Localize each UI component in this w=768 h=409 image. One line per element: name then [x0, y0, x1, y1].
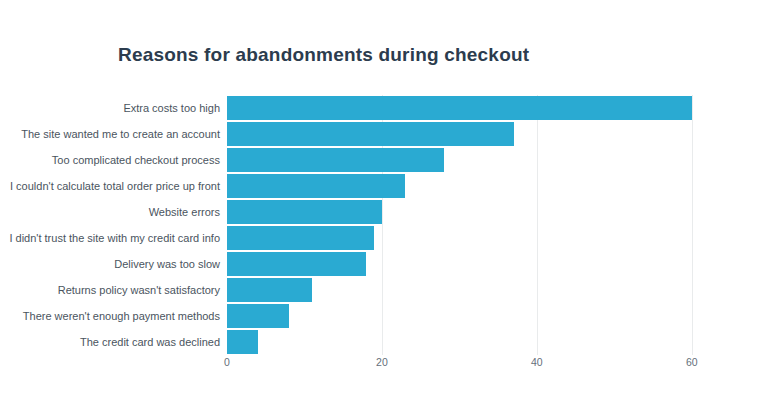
bar	[227, 304, 289, 328]
bar	[227, 330, 258, 354]
bar-track	[227, 174, 746, 198]
bar-row: The credit card was declined	[0, 330, 746, 354]
bar	[227, 174, 405, 198]
category-label: Extra costs too high	[0, 102, 227, 114]
bar-row: Delivery was too slow	[0, 252, 746, 276]
category-label: I didn't trust the site with my credit c…	[0, 232, 227, 244]
category-label: Returns policy wasn't satisfactory	[0, 284, 227, 296]
bar-row: Extra costs too high	[0, 96, 746, 120]
bar-track	[227, 122, 746, 146]
bar-row: I didn't trust the site with my credit c…	[0, 226, 746, 250]
chart-title: Reasons for abandonments during checkout	[118, 44, 529, 66]
category-label: The site wanted me to create an account	[0, 128, 227, 140]
bar	[227, 122, 514, 146]
bar	[227, 200, 382, 224]
bar	[227, 148, 444, 172]
bar-track	[227, 226, 746, 250]
bar	[227, 278, 312, 302]
bar-track	[227, 304, 746, 328]
category-label: Too complicated checkout process	[0, 154, 227, 166]
bar-row: There weren't enough payment methods	[0, 304, 746, 328]
bar	[227, 226, 374, 250]
x-tick-label: 20	[376, 356, 388, 368]
bar-track	[227, 148, 746, 172]
bar-rows: Extra costs too high The site wanted me t…	[0, 96, 746, 354]
x-tick-label: 0	[224, 356, 230, 368]
bar-track	[227, 200, 746, 224]
x-tick-label: 60	[686, 356, 698, 368]
bar-row: Returns policy wasn't satisfactory	[0, 278, 746, 302]
category-label: Website errors	[0, 206, 227, 218]
x-tick-label: 40	[531, 356, 543, 368]
bar-row: The site wanted me to create an account	[0, 122, 746, 146]
bar-track	[227, 252, 746, 276]
x-axis: 0 20 40 60	[0, 356, 768, 370]
bar-row: Too complicated checkout process	[0, 148, 746, 172]
category-label: Delivery was too slow	[0, 258, 227, 270]
bar	[227, 96, 692, 120]
category-label: I couldn't calculate total order price u…	[0, 180, 227, 192]
bar-track	[227, 278, 746, 302]
bar-row: I couldn't calculate total order price u…	[0, 174, 746, 198]
bar	[227, 252, 366, 276]
bar-track	[227, 96, 746, 120]
category-label: There weren't enough payment methods	[0, 310, 227, 322]
bar-chart: Reasons for abandonments during checkout…	[0, 0, 768, 409]
bar-row: Website errors	[0, 200, 746, 224]
bar-track	[227, 330, 746, 354]
category-label: The credit card was declined	[0, 336, 227, 348]
